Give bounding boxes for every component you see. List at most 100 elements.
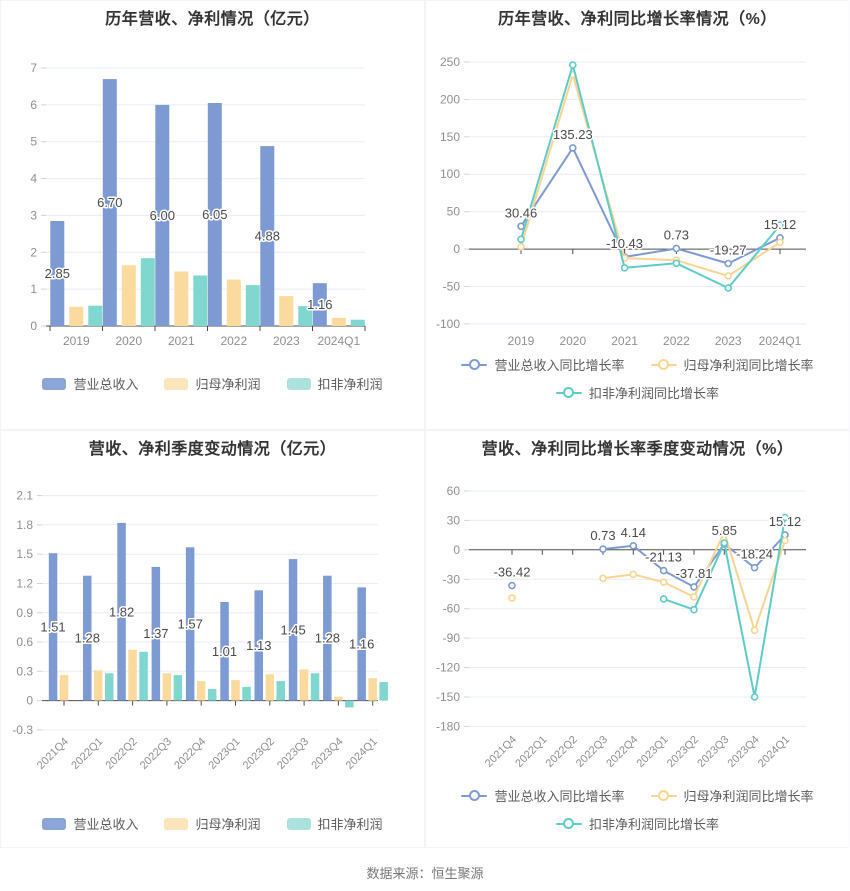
bar: [254, 590, 263, 701]
x-tick-label: 2020: [559, 334, 586, 348]
line-series: [520, 64, 781, 289]
value-label: -36.42: [494, 565, 531, 580]
legend-item[interactable]: 归母净利润同比增长率: [650, 355, 814, 374]
legend-item[interactable]: 营业总收入同比增长率: [461, 786, 625, 805]
legend-swatch-icon: [286, 817, 311, 830]
legend-item[interactable]: 扣非净利润: [286, 374, 383, 393]
bar: [299, 669, 309, 701]
bar: [151, 566, 161, 701]
y-tick-label: 0.6: [16, 635, 33, 649]
bar: [69, 306, 84, 326]
legend-label: 营业总收入同比增长率: [494, 358, 625, 373]
y-tick-label: 1.8: [16, 518, 33, 532]
data-point: [720, 539, 729, 547]
bar: [312, 283, 327, 326]
y-tick-label: 0.9: [16, 606, 33, 620]
data-point: [776, 238, 784, 247]
data-point: [750, 563, 759, 572]
y-tick-label: 7: [30, 61, 37, 75]
x-tick-label: 2023Q3: [275, 736, 311, 772]
value-label: 15.12: [764, 217, 797, 232]
bar: [117, 522, 126, 701]
y-tick-label: 0: [26, 694, 33, 708]
data-point: [508, 594, 516, 602]
y-tick-label: 4: [30, 172, 37, 186]
line-series: [520, 146, 781, 265]
legend-label: 归母净利润同比增长率: [683, 789, 814, 804]
legend-label: 扣非净利润同比增长率: [588, 386, 719, 401]
x-tick-label: 2022Q2: [544, 734, 580, 770]
y-tick-label: 0: [453, 242, 460, 256]
y-tick-label: 3: [30, 208, 37, 222]
x-tick-label: 2022Q3: [574, 734, 610, 770]
legend-item[interactable]: 营业总收入: [42, 374, 138, 393]
chart-title-annual-growth: 历年营收、净利同比增长率情况（%）: [498, 11, 777, 28]
data-point: [776, 221, 784, 229]
legend-item[interactable]: 营业总收入: [42, 814, 138, 833]
x-tick-label: 2023: [715, 334, 742, 348]
value-label: 1.28: [315, 631, 340, 646]
bar: [207, 103, 222, 326]
data-point: [659, 578, 668, 586]
x-tick-label: 2022Q1: [513, 734, 549, 770]
value-label: -21.13: [645, 550, 682, 565]
chart-legend: 营业总收入 归母净利润 扣非净利润: [0, 374, 425, 393]
legend-item[interactable]: 扣非净利润: [286, 814, 383, 833]
data-point: [724, 259, 733, 268]
value-label: 1.01: [212, 644, 237, 659]
value-label: 6.00: [150, 208, 175, 223]
legend-row: 营业总收入 归母净利润 扣非净利润: [42, 374, 383, 393]
legend-label: 归母净利润同比增长率: [683, 358, 814, 373]
legend-swatch-icon: [164, 377, 189, 390]
bar: [174, 271, 189, 326]
legend-label: 营业总收入同比增长率: [494, 789, 625, 804]
charts-grid: 历年营收、净利情况（亿元） 7 6 5 4 3 2 1 0 2019 2020 2021 2022 20…: [0, 11, 850, 848]
value-label: 1.16: [349, 637, 374, 652]
bar: [50, 221, 65, 326]
y-tick-label: 100: [440, 167, 460, 181]
x-tick-label: 2019: [63, 334, 90, 348]
legend-swatch-icon: [42, 817, 67, 830]
legend-item[interactable]: 扣非净利润同比增长率: [555, 383, 719, 402]
annual-revenue-profit-bar-plot: 7 6 5 4 3 2 1 0 2019 2020 2021 2022 2023 2024Q1 2.85 6.…: [30, 61, 366, 348]
data-point: [517, 235, 525, 244]
value-label: -10.43: [606, 236, 643, 251]
data-point: [750, 626, 759, 635]
value-label: 30.46: [505, 205, 538, 220]
data-point: [672, 244, 681, 253]
panel-quarterly-growth-rate: 营收、净利同比增长率季度变动情况（%） 60 30 0 -30 -60 -90 -120 -1…: [425, 430, 850, 848]
y-tick-label: 60: [447, 484, 461, 498]
data-point: [690, 583, 698, 591]
y-tick-label: 2.1: [16, 489, 33, 503]
x-tick-label: 2022Q4: [604, 734, 640, 770]
legend-swatch-icon: [286, 377, 311, 390]
x-tick-label: 2023: [273, 334, 300, 348]
bar: [83, 575, 92, 701]
legend-item[interactable]: 归母净利润: [164, 374, 261, 393]
y-tick-label: 1.5: [16, 547, 33, 561]
chart-legend: 营业总收入 归母净利润 扣非净利润: [0, 814, 425, 833]
annual-growth-rate-line-plot: 250 200 150 100 50 0 -50 -100 2019 2020 2021 2022 20…: [436, 55, 806, 348]
bar: [245, 285, 260, 326]
x-tick-label: 2022: [663, 334, 690, 348]
legend-item[interactable]: 归母净利润: [164, 814, 261, 833]
y-tick-label: -60: [443, 602, 461, 616]
bar: [288, 559, 298, 701]
y-tick-label: -90: [443, 631, 461, 645]
data-point: [781, 513, 789, 522]
y-tick-label: 0.3: [16, 664, 33, 678]
y-tick-label: 6: [30, 98, 37, 112]
value-label: 5.85: [712, 523, 737, 538]
y-tick-label: 5: [30, 135, 37, 149]
bar: [196, 681, 206, 701]
legend-item[interactable]: 营业总收入同比增长率: [461, 355, 625, 374]
legend-item[interactable]: 扣非净利润同比增长率: [555, 814, 719, 833]
value-label: 4.88: [255, 229, 280, 244]
bar: [310, 673, 320, 701]
bar: [155, 104, 170, 327]
legend-swatch-icon: [42, 377, 67, 390]
legend-item[interactable]: 归母净利润同比增长率: [650, 786, 814, 805]
legend-row: 扣非净利润同比增长率: [555, 383, 719, 402]
y-tick-label: -50: [443, 280, 461, 294]
data-point: [781, 536, 789, 545]
